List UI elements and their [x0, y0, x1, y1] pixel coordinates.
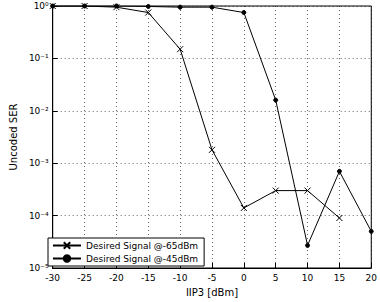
svg-text:15: 15 — [334, 273, 345, 283]
svg-text:IIP3 [dBm]: IIP3 [dBm] — [186, 287, 238, 298]
svg-text:-30: -30 — [45, 273, 60, 283]
svg-text:-20: -20 — [109, 273, 124, 283]
svg-text:-5: -5 — [208, 273, 217, 283]
svg-text:0: 0 — [241, 273, 247, 283]
svg-text:Desired Signal @-45dBm: Desired Signal @-45dBm — [86, 254, 198, 264]
svg-text:10⁻¹: 10⁻¹ — [29, 53, 49, 63]
svg-text:Uncoded SER: Uncoded SER — [8, 103, 19, 170]
svg-text:-10: -10 — [173, 273, 188, 283]
svg-text:20: 20 — [366, 273, 378, 283]
svg-text:Desired Signal @-65dBm: Desired Signal @-65dBm — [86, 241, 198, 251]
svg-text:-25: -25 — [77, 273, 92, 283]
svg-text:10⁰: 10⁰ — [34, 1, 49, 11]
svg-text:5: 5 — [273, 273, 279, 283]
svg-text:10⁻³: 10⁻³ — [29, 158, 49, 168]
svg-text:10⁻⁴: 10⁻⁴ — [29, 211, 49, 221]
svg-text:10⁻²: 10⁻² — [29, 106, 49, 116]
svg-text:10: 10 — [302, 273, 314, 283]
svg-text:-15: -15 — [141, 273, 156, 283]
svg-text:10⁻⁵: 10⁻⁵ — [29, 263, 49, 273]
